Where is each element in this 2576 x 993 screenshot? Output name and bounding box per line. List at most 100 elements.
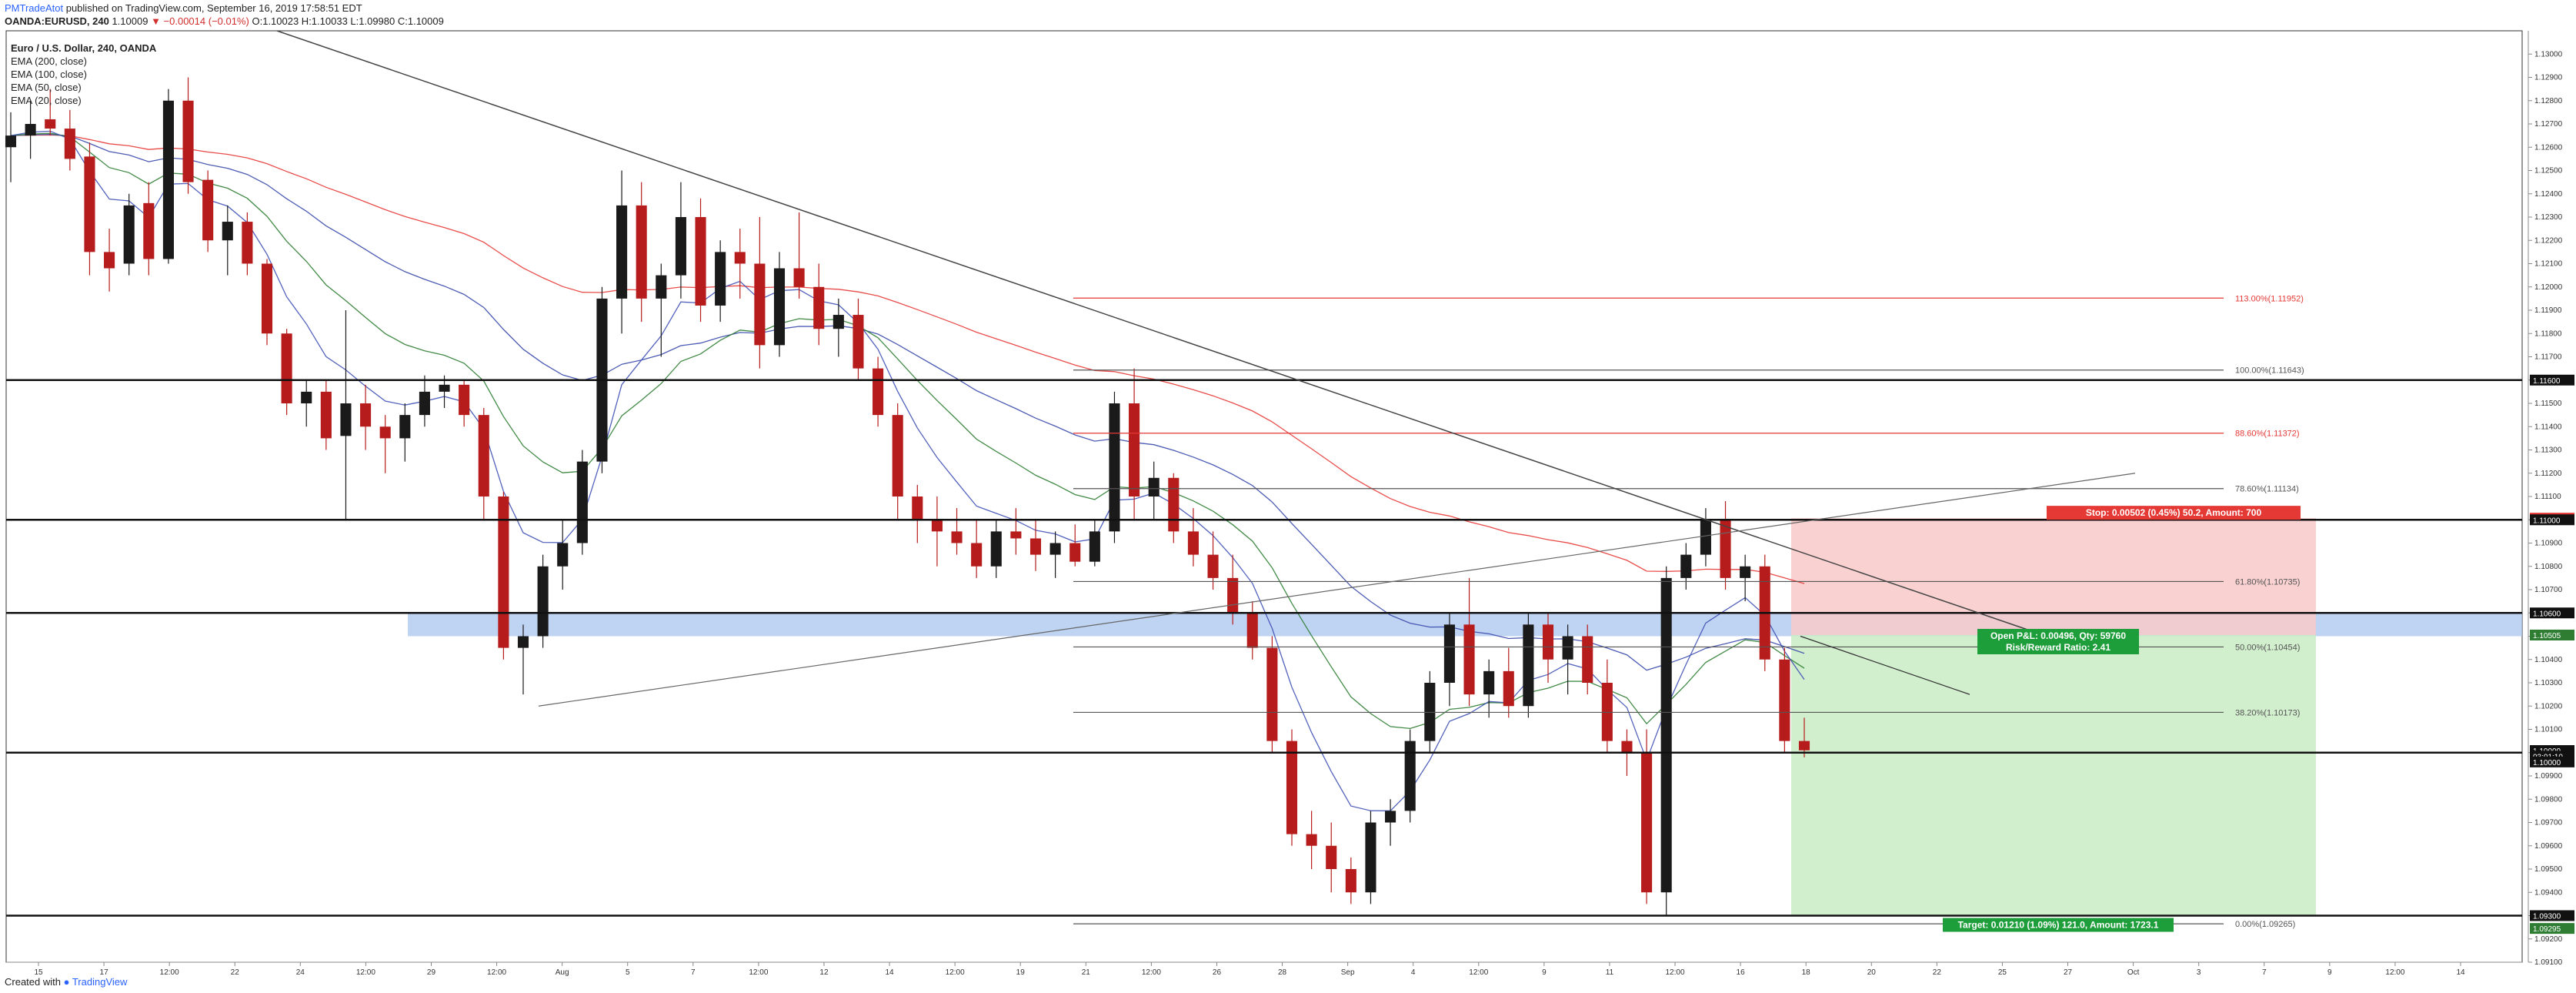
candle-body [636, 205, 647, 299]
candle-body [1779, 659, 1790, 741]
y-tick-label: 1.10900 [2534, 540, 2563, 548]
symbol-line: OANDA:EURUSD, 240 1.10009 ▼ −0.00014 (−0… [5, 15, 444, 28]
y-tick-label: 1.11100 [2534, 493, 2561, 501]
y-tick-label: 1.12500 [2534, 167, 2563, 176]
candle-body [162, 100, 174, 259]
x-tick-label: 29 [427, 968, 436, 977]
y-tick-label: 1.12600 [2534, 143, 2563, 152]
ema100-line [10, 133, 1805, 671]
x-tick-label: 12:00 [2385, 968, 2404, 977]
candle-body [971, 543, 983, 567]
rr-label: Risk/Reward Ratio: 2.41 [2006, 642, 2111, 653]
y-tick-label: 1.12100 [2534, 260, 2563, 269]
x-tick-label: 27 [2064, 968, 2073, 977]
candle-body [360, 403, 372, 427]
candle-body [1129, 403, 1140, 496]
ohlc-values: O:1.10023 H:1.10033 L:1.09980 C:1.10009 [252, 15, 444, 27]
x-tick-label: 22 [231, 968, 240, 977]
chart-legend: Euro / U.S. Dollar, 240, OANDA EMA (200,… [11, 42, 156, 107]
price-tag-bg [2530, 756, 2574, 767]
pnl-label-box [1977, 628, 2139, 643]
candle-body [1029, 538, 1042, 555]
candle-body [1601, 683, 1613, 741]
rr-label-box [1977, 640, 2139, 654]
candle-body [1148, 477, 1160, 496]
x-tick-label: 7 [691, 968, 696, 977]
candle-body [616, 205, 628, 299]
x-tick-label: 15 [34, 968, 43, 977]
stop-label: Stop: 0.00502 (0.45%) 50.2, Amount: 700 [2086, 507, 2262, 518]
candle-body [1503, 670, 1514, 707]
ascending-trendline [538, 473, 2136, 707]
y-tick-label: 1.09200 [2534, 935, 2563, 944]
x-tick-label: 14 [2456, 968, 2465, 977]
legend-item-ema20[interactable]: EMA (20, close) [11, 95, 82, 106]
ema200-line [10, 134, 1805, 584]
y-tick-label: 1.12000 [2534, 283, 2563, 292]
price-tag-bg [2530, 910, 2574, 921]
x-tick-label: Sep [1341, 968, 1355, 977]
candle-body [301, 391, 312, 403]
candle-body [1049, 543, 1061, 555]
candle-body [754, 263, 766, 346]
candle-body [399, 415, 411, 439]
x-tick-label: 14 [885, 968, 894, 977]
x-tick-label: 12:00 [356, 968, 375, 977]
y-tick-label: 1.12200 [2534, 236, 2563, 245]
x-tick-label: 19 [1016, 968, 1026, 977]
fib-label-5: 50.00%(1.10454) [2235, 643, 2300, 652]
candle-body [340, 403, 352, 436]
y-tick-label: 1.09800 [2534, 795, 2563, 804]
candle-body [64, 129, 75, 159]
legend-item-ema200[interactable]: EMA (200, close) [11, 55, 87, 67]
x-tick-label: 12:00 [749, 968, 768, 977]
footer-created: Created with [5, 976, 61, 988]
x-tick-label: 12 [819, 968, 829, 977]
x-tick-label: 18 [1802, 968, 1811, 977]
x-tick-label: 11 [1606, 968, 1614, 977]
candle-body [1246, 613, 1258, 648]
candle-body [261, 263, 273, 334]
tradingview-logo-link[interactable]: ● TradingView [63, 976, 128, 988]
x-tick-label: 20 [1867, 968, 1877, 977]
fib-label-1: 100.00%(1.11643) [2235, 366, 2304, 376]
x-tick-label: 9 [2327, 968, 2332, 977]
candle-body [537, 566, 549, 637]
candle-body [459, 384, 470, 416]
candle-body [1109, 403, 1120, 532]
candle-body [576, 461, 588, 543]
candle-body [1168, 477, 1180, 532]
candle-body [1404, 741, 1416, 811]
candle-body [695, 217, 706, 306]
fib-label-3: 78.60%(1.11134) [2235, 485, 2299, 494]
candle-body [1365, 822, 1376, 893]
candle-body [1660, 577, 1672, 893]
publish-info: published on TradingView.com, September … [63, 2, 362, 14]
candle-body [833, 315, 844, 329]
candle-body [793, 268, 805, 287]
symbol-name: OANDA:EURUSD, 240 [5, 15, 109, 27]
candle-body [912, 496, 923, 520]
x-tick-label: 12:00 [1142, 968, 1161, 977]
candle-body [25, 124, 36, 136]
x-tick-label: 17 [100, 968, 109, 977]
y-tick-label: 1.09700 [2534, 819, 2563, 828]
x-tick-label: Aug [556, 968, 569, 977]
legend-item-ema100[interactable]: EMA (100, close) [11, 69, 87, 80]
descending-trendline [276, 30, 2047, 637]
price-tag-label: 1.10505 [2533, 632, 2561, 640]
x-tick-label: 21 [1082, 968, 1091, 977]
x-tick-label: 12:00 [946, 968, 965, 977]
candle-body [1266, 647, 1278, 741]
y-tick-label: 1.12400 [2534, 190, 2563, 199]
candle-body [1286, 741, 1298, 834]
fib-label-4: 61.80%(1.10735) [2235, 577, 2300, 587]
price-tag-label: 1.09295 [2533, 925, 2561, 934]
y-tick-label: 1.10800 [2534, 563, 2563, 571]
x-tick-label: 3 [2197, 968, 2201, 977]
legend-item-ema50[interactable]: EMA (50, close) [11, 82, 82, 93]
candle-body [1700, 520, 1711, 555]
candle-body [123, 205, 135, 264]
author-link[interactable]: PMTradeAtot [5, 2, 64, 14]
